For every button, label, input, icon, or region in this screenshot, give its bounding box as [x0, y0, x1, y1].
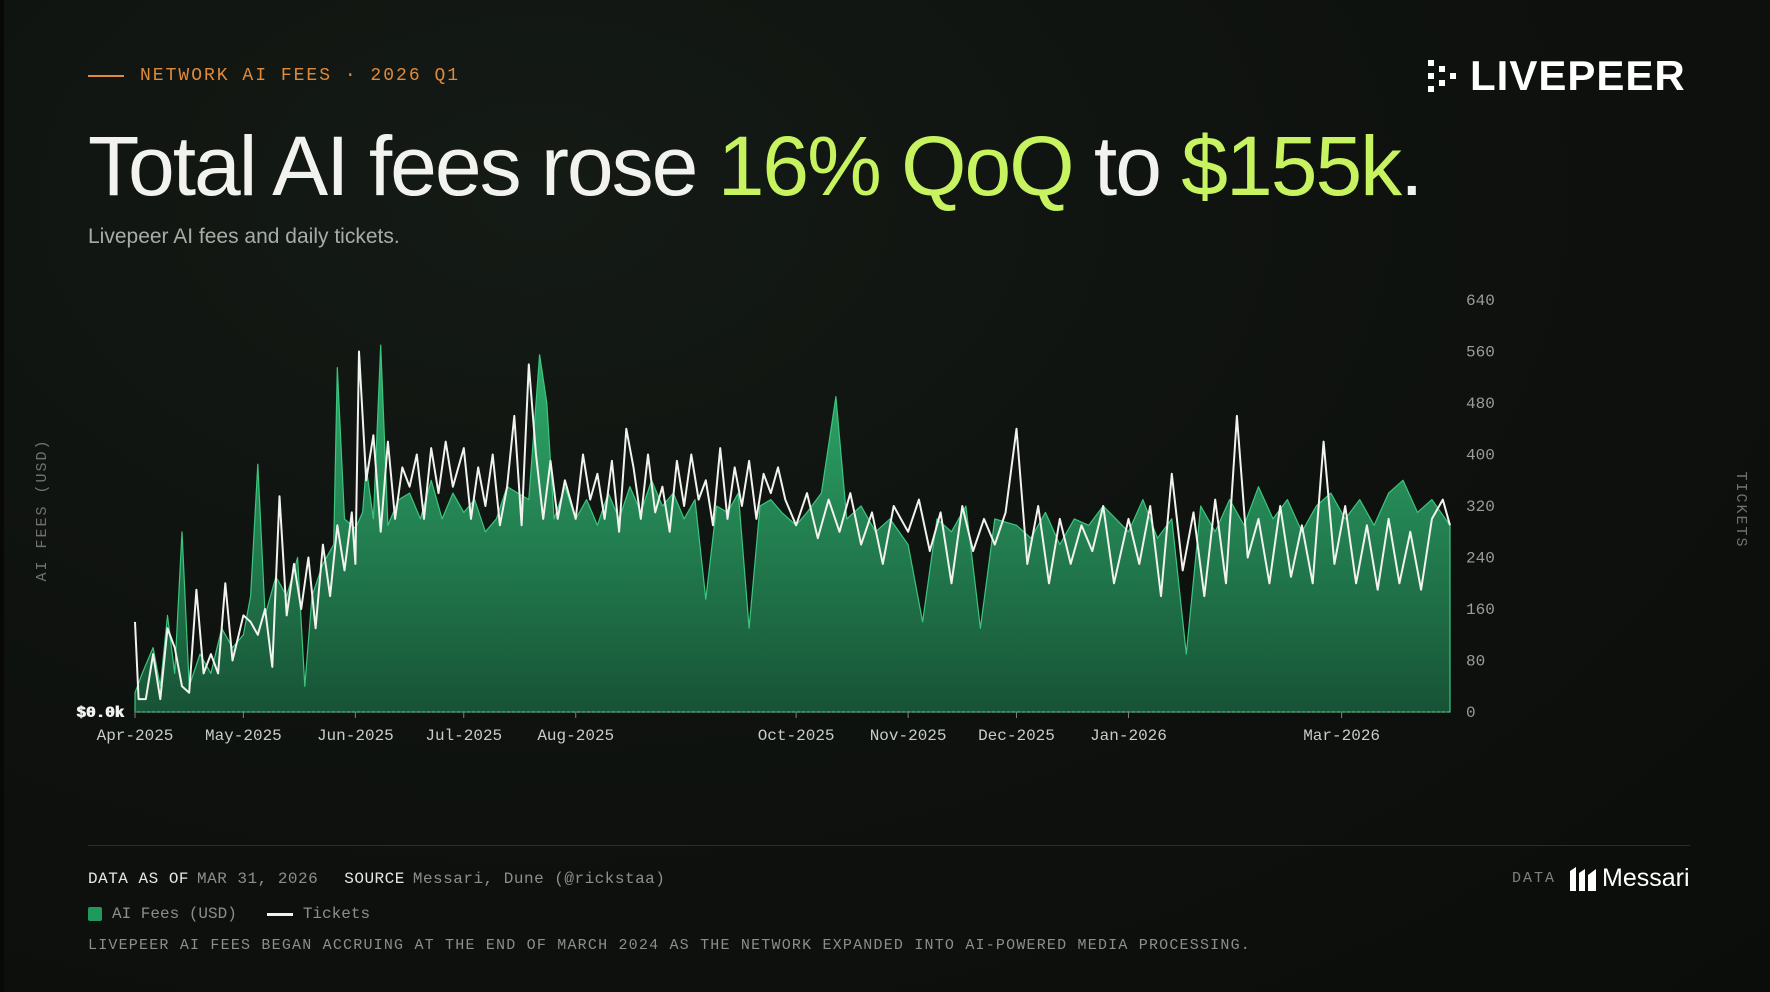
right-tick-label: 160: [1466, 601, 1495, 619]
right-tick-label: 560: [1466, 344, 1495, 362]
left-tick-label: $0.0k: [77, 704, 125, 722]
right-tick-label: 240: [1466, 550, 1495, 568]
headline-part1: Total AI fees rose: [88, 119, 718, 213]
legend-swatch-tickets: [266, 912, 293, 916]
source-label: SOURCE: [344, 870, 405, 888]
right-tick-label: 80: [1466, 653, 1485, 671]
x-tick-label: Dec-2025: [978, 727, 1055, 745]
livepeer-wordmark: LIVEPEER: [1470, 52, 1686, 99]
axis-layer: 080160240320400480560640$0.0k$0.0kApr-20…: [34, 292, 1749, 745]
kicker-dash: [88, 75, 124, 77]
x-tick-label: Aug-2025: [537, 727, 614, 745]
x-tick-label: Oct-2025: [758, 727, 835, 745]
fees-tickets-chart: 080160240320400480560640$0.0k$0.0kApr-20…: [34, 292, 1749, 745]
right-tick-label: 320: [1466, 498, 1495, 516]
headline-highlight-total: $155k: [1181, 119, 1402, 213]
chart-card: NETWORK AI FEES · 2026 Q1 LIVEPEER Total…: [4, 0, 1770, 992]
kicker: NETWORK AI FEES · 2026 Q1: [88, 66, 460, 86]
x-tick-label: May-2025: [205, 727, 282, 745]
source-value: Messari, Dune (@rickstaa): [412, 870, 666, 888]
legend: AI Fees (USD) Tickets: [88, 905, 370, 923]
right-tick-label: 0: [1466, 704, 1476, 722]
data-as-of-label: DATA AS OF: [88, 870, 190, 888]
subtitle: Livepeer AI fees and daily tickets.: [88, 225, 400, 248]
headline-highlight-qoq: 16% QoQ: [717, 119, 1075, 213]
messari-wordmark: Messari: [1602, 864, 1690, 892]
y-axis-left-title: AI FEES (USD): [34, 438, 51, 581]
x-tick-label: Jul-2025: [425, 727, 502, 745]
x-tick-label: Jun-2025: [317, 727, 394, 745]
right-tick-label: 480: [1466, 395, 1495, 413]
area-layer: [134, 344, 1451, 713]
data-credit: DATA Messari: [1512, 864, 1690, 893]
x-tick-label: Mar-2026: [1303, 727, 1380, 745]
right-tick-label: 640: [1466, 292, 1495, 310]
livepeer-logo: LIVEPEER: [1428, 52, 1686, 100]
messari-logo-icon: [1570, 866, 1597, 891]
legend-label-tickets: Tickets: [302, 905, 371, 923]
footer-divider: [88, 845, 1690, 846]
headline-part3: .: [1400, 119, 1423, 213]
kicker-text: NETWORK AI FEES · 2026 Q1: [140, 66, 461, 86]
legend-label-fees: AI Fees (USD): [112, 905, 237, 923]
left-tick-label: $0.0k: [76, 704, 124, 722]
legend-swatch-fees: [88, 907, 102, 921]
x-tick-label: Jan-2026: [1090, 727, 1167, 745]
headline-part2: to: [1072, 119, 1182, 213]
footnote: LIVEPEER AI FEES BEGAN ACCRUING AT THE E…: [88, 937, 1251, 954]
x-tick-label: Apr-2025: [97, 727, 174, 745]
x-tick-label: Nov-2025: [870, 727, 947, 745]
livepeer-logo-icon: [1428, 60, 1456, 92]
y-axis-right-title: TICKETS: [1732, 471, 1749, 548]
series-line-tickets: [134, 350, 1451, 701]
right-tick-label: 400: [1466, 447, 1495, 465]
footer-meta: DATA AS OF MAR 31, 2026 SOURCE Messari, Dun…: [88, 870, 691, 888]
line-layer: [134, 350, 1451, 701]
data-as-of-value: MAR 31, 2026: [197, 870, 319, 888]
series-area-ai-fees: [134, 344, 1451, 713]
data-credit-label: DATA: [1512, 870, 1557, 887]
headline: Total AI fees rose 16% QoQ to $155k.: [88, 118, 1424, 215]
